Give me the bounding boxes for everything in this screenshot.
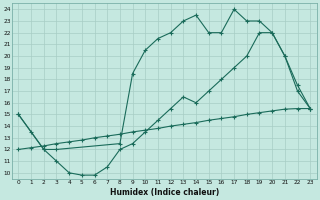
X-axis label: Humidex (Indice chaleur): Humidex (Indice chaleur) [110, 188, 219, 197]
